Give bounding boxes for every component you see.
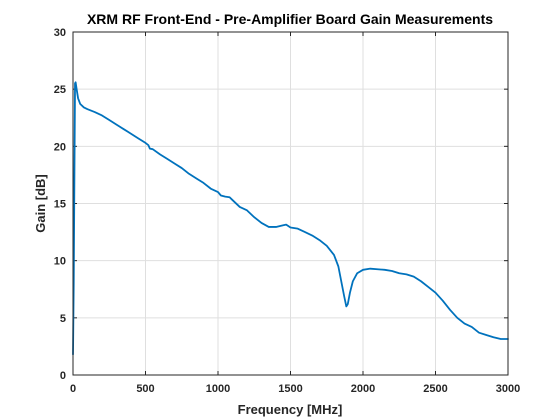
x-tick-label: 2000 <box>351 383 375 395</box>
y-tick-label: 20 <box>54 141 66 153</box>
y-tick-label: 5 <box>60 313 66 325</box>
x-tick-label: 500 <box>136 383 154 395</box>
y-tick-label: 15 <box>54 199 66 211</box>
y-tick-label: 25 <box>54 84 66 96</box>
x-tick-label: 1500 <box>278 383 302 395</box>
chart-title: XRM RF Front-End - Pre-Amplifier Board G… <box>87 11 493 27</box>
x-tick-label: 3000 <box>496 383 520 395</box>
y-axis-label: Gain [dB] <box>33 174 48 233</box>
plot-frame <box>72 31 509 376</box>
y-tick-label: 10 <box>54 256 66 268</box>
x-axis-label: Frequency [MHz] <box>238 402 343 417</box>
series-group <box>72 81 509 356</box>
y-tick-label: 0 <box>60 370 66 382</box>
x-tick-label: 0 <box>70 383 76 395</box>
axis-tick-labels: 0 500 1000 1500 2000 2500 3000 0 5 10 15 20 25 30 <box>54 27 520 395</box>
y-tick-label: 30 <box>54 27 66 39</box>
x-tick-label: 2500 <box>423 383 447 395</box>
series-line-1 <box>72 81 509 356</box>
x-tick-label: 1000 <box>206 383 230 395</box>
